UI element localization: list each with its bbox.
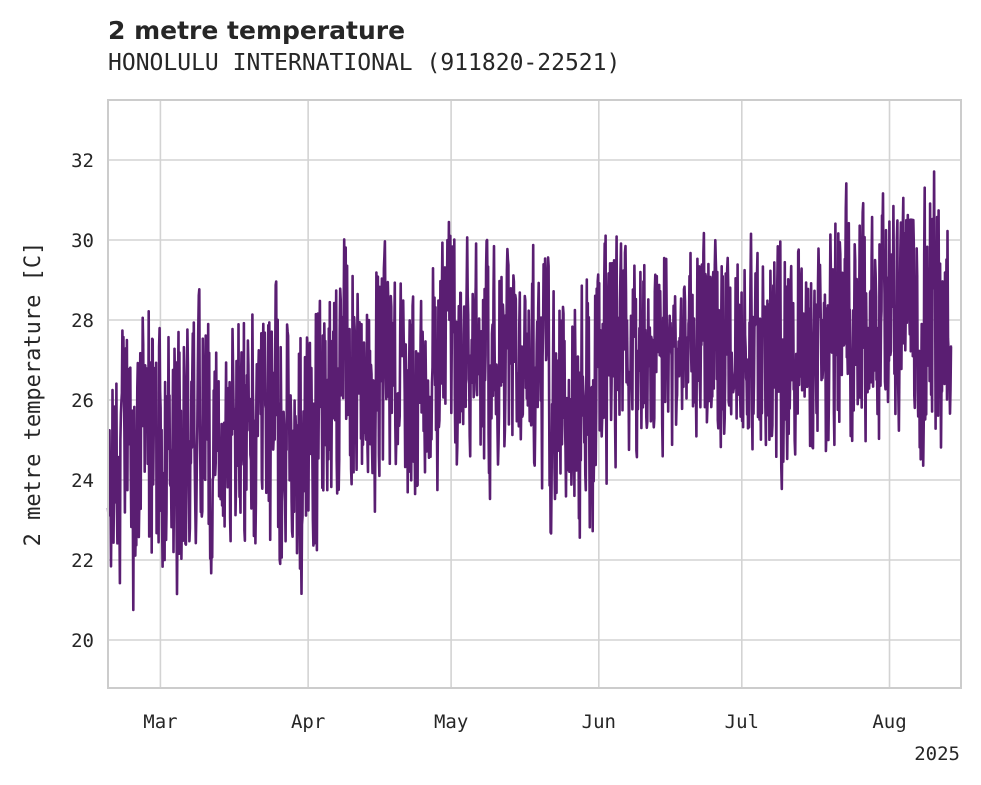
y-axis-label: 2 metre temperature [C] bbox=[21, 242, 46, 547]
chart-title: 2 metre temperature bbox=[108, 16, 406, 45]
x-year-label: 2025 bbox=[914, 743, 960, 765]
x-tick-label: Apr bbox=[291, 711, 325, 733]
x-tick-labels: Mar Apr May Jun Jul Aug bbox=[143, 711, 906, 733]
x-tick-label: Jul bbox=[725, 711, 759, 733]
plot-frame bbox=[107, 99, 962, 689]
y-tick-labels: 20 22 24 26 28 30 32 bbox=[71, 150, 94, 652]
y-tick-label: 24 bbox=[71, 470, 94, 492]
y-tick-label: 30 bbox=[71, 230, 94, 252]
y-tick-label: 32 bbox=[71, 150, 94, 172]
series-layer bbox=[106, 170, 953, 612]
temperature-series-line bbox=[106, 170, 953, 612]
y-tick-label: 22 bbox=[71, 550, 94, 572]
x-tick-label: Mar bbox=[143, 711, 177, 733]
y-tick-label: 20 bbox=[71, 630, 94, 652]
x-tick-label: May bbox=[434, 711, 468, 733]
x-tick-label: Aug bbox=[872, 711, 906, 733]
y-tick-label: 26 bbox=[71, 390, 94, 412]
x-tick-label: Jun bbox=[582, 711, 616, 733]
y-tick-label: 28 bbox=[71, 310, 94, 332]
chart-subtitle: HONOLULU INTERNATIONAL (911820-22521) bbox=[108, 50, 621, 76]
